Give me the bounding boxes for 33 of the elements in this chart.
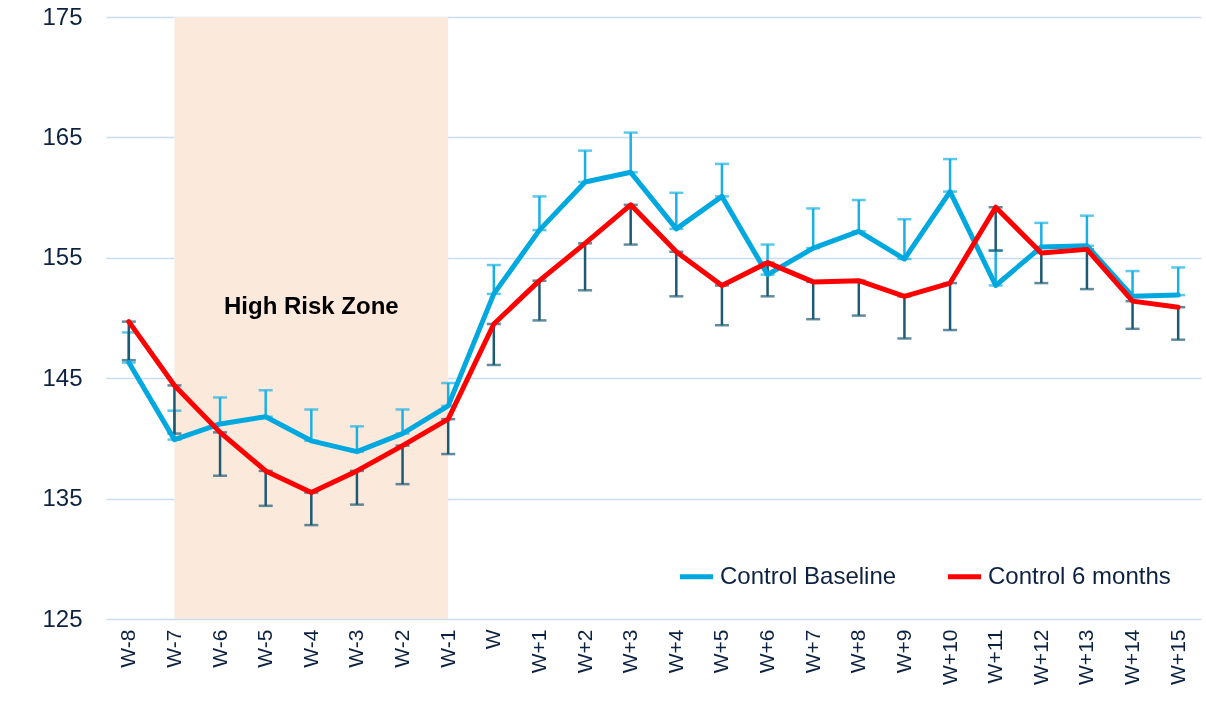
x-tick-label: W+6 bbox=[755, 629, 779, 674]
x-tick-label: W+14 bbox=[1120, 629, 1144, 685]
x-tick-label: W+5 bbox=[709, 629, 733, 674]
legend-label: Control 6 months bbox=[988, 561, 1171, 589]
x-tick-label: W-7 bbox=[161, 629, 185, 668]
x-tick-label: W-1 bbox=[435, 629, 459, 668]
x-tick-label: W+1 bbox=[526, 629, 550, 674]
x-tick-label: W+7 bbox=[800, 629, 824, 674]
y-tick-label: 125 bbox=[42, 604, 83, 632]
x-tick-label: W+9 bbox=[891, 629, 915, 674]
x-tick-label: W-6 bbox=[207, 629, 231, 668]
x-tick-label: W+2 bbox=[572, 629, 596, 674]
band-label: High Risk Zone bbox=[223, 292, 399, 319]
x-tick-label: W-4 bbox=[298, 629, 322, 668]
x-tick-label: W+11 bbox=[983, 629, 1007, 684]
x-tick-label: W+8 bbox=[846, 629, 870, 674]
y-tick-label: 135 bbox=[42, 484, 83, 512]
x-tick-label: W bbox=[481, 629, 505, 650]
x-tick-label: W+13 bbox=[1074, 629, 1098, 685]
legend-label: Control Baseline bbox=[720, 561, 897, 589]
x-tick-label: W+15 bbox=[1165, 629, 1189, 685]
x-tick-label: W-3 bbox=[344, 629, 368, 668]
y-tick-label: 175 bbox=[42, 2, 83, 30]
x-tick-label: W+4 bbox=[663, 629, 687, 674]
x-tick-label: W-2 bbox=[390, 629, 414, 668]
x-tick-label: W+3 bbox=[618, 629, 642, 674]
x-tick-label: W+12 bbox=[1028, 629, 1052, 685]
x-tick-label: W-8 bbox=[116, 629, 140, 668]
y-tick-label: 165 bbox=[42, 122, 83, 150]
x-tick-label: W-5 bbox=[253, 629, 277, 668]
y-tick-label: 155 bbox=[42, 243, 83, 271]
x-tick-label: W+10 bbox=[937, 629, 961, 685]
y-tick-label: 145 bbox=[42, 363, 83, 391]
